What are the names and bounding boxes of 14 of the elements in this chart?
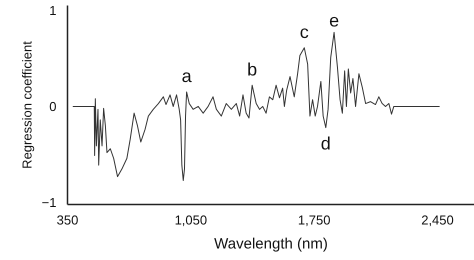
x-tick-label: 350 — [56, 212, 78, 228]
x-tick-label: 1,750 — [298, 212, 330, 228]
annotation: b — [247, 59, 258, 80]
y-tick-label: −1 — [42, 195, 57, 210]
annotation: e — [329, 10, 340, 30]
x-axis-title: Wavelength (nm) — [214, 236, 328, 252]
y-tick-label: 0 — [49, 98, 57, 114]
annotation: a — [182, 66, 193, 86]
y-axis-title: Regression coefficient — [20, 40, 35, 169]
x-tick-label: 1,050 — [174, 212, 208, 228]
annotation: c — [300, 22, 309, 42]
y-tick-label: 1 — [49, 2, 57, 18]
x-tick-label: 2,450 — [421, 212, 454, 228]
annotation: d — [320, 134, 331, 154]
